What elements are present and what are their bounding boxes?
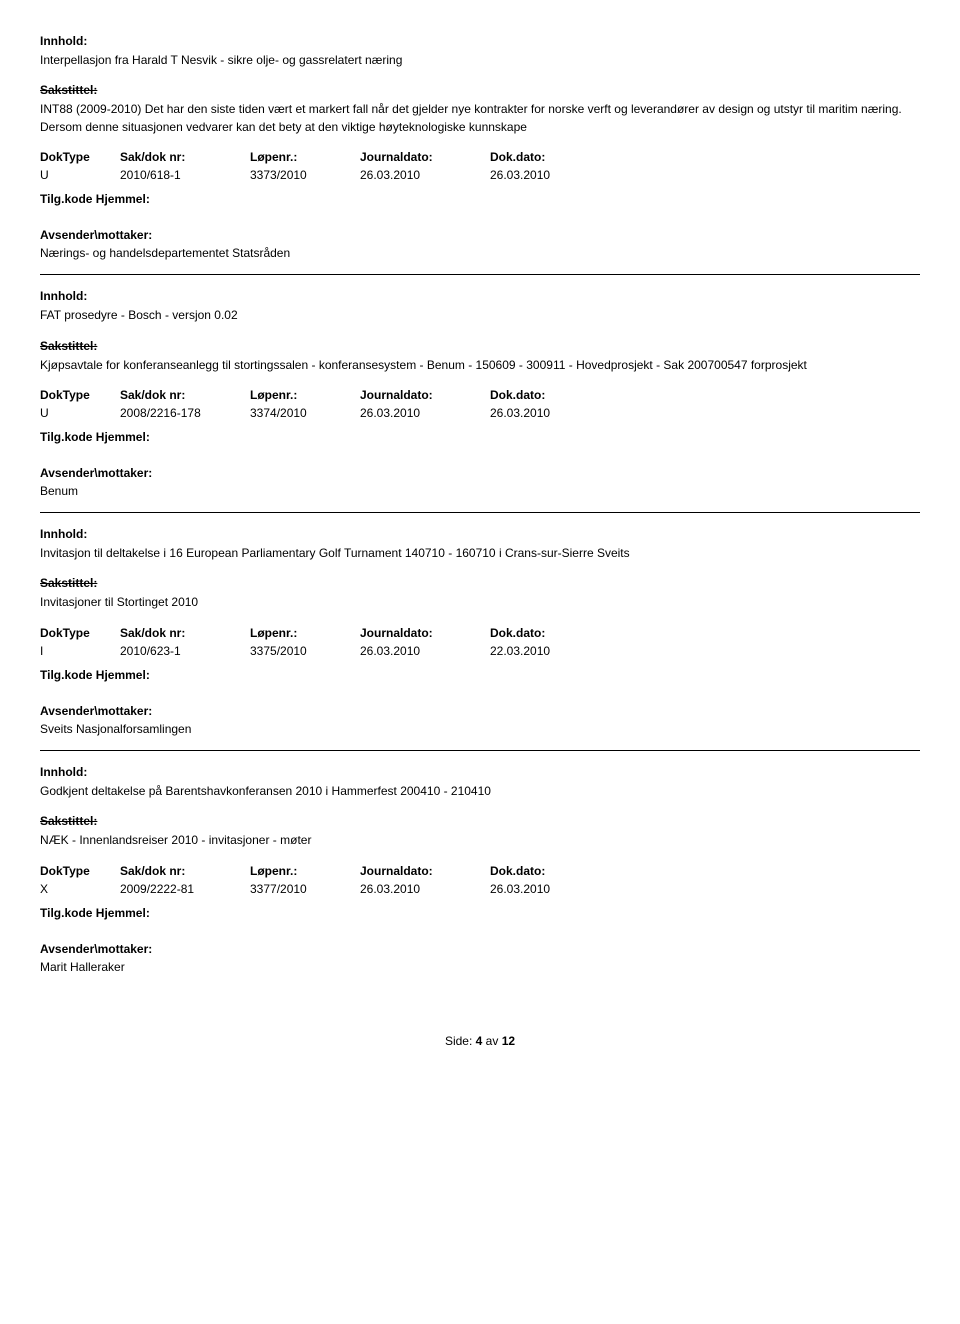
col-saknr-header: Sak/dok nr:: [120, 150, 250, 164]
journal-record: Innhold: FAT prosedyre - Bosch - versjon…: [40, 289, 920, 498]
footer-total-pages: 12: [502, 1034, 515, 1048]
col-lopenr-header: Løpenr.:: [250, 150, 360, 164]
table-header: DokType Sak/dok nr: Løpenr.: Journaldato…: [40, 864, 920, 878]
table-row: I 2010/623-1 3375/2010 26.03.2010 22.03.…: [40, 644, 920, 658]
ddato-value: 22.03.2010: [490, 644, 640, 658]
col-lopenr-header: Løpenr.:: [250, 388, 360, 402]
page-footer: Side: 4 av 12: [40, 1034, 920, 1048]
tilgkode-label: Tilg.kode: [40, 906, 92, 920]
table-row: U 2010/618-1 3373/2010 26.03.2010 26.03.…: [40, 168, 920, 182]
table-row: U 2008/2216-178 3374/2010 26.03.2010 26.…: [40, 406, 920, 420]
innhold-text: Invitasjon til deltakelse i 16 European …: [40, 545, 920, 562]
sakstittel-text: Kjøpsavtale for konferanseanlegg til sto…: [40, 357, 920, 374]
doktype-value: I: [40, 644, 120, 658]
table-header: DokType Sak/dok nr: Løpenr.: Journaldato…: [40, 150, 920, 164]
jdato-value: 26.03.2010: [360, 644, 490, 658]
hjemmel-label: Hjemmel:: [96, 668, 150, 682]
avsender-value: Sveits Nasjonalforsamlingen: [40, 722, 920, 736]
col-dokdato-header: Dok.dato:: [490, 388, 640, 402]
tilg-hjemmel-line: Tilg.kode Hjemmel:: [40, 430, 920, 444]
innhold-label: Innhold:: [40, 765, 920, 779]
col-dokdato-header: Dok.dato:: [490, 626, 640, 640]
table-row: X 2009/2222-81 3377/2010 26.03.2010 26.0…: [40, 882, 920, 896]
sakstittel-label: Sakstittel:: [40, 339, 920, 353]
doktype-value: X: [40, 882, 120, 896]
record-separator: [40, 274, 920, 275]
sakstittel-label: Sakstittel:: [40, 576, 920, 590]
col-doktype-header: DokType: [40, 150, 120, 164]
footer-of-label: av: [486, 1034, 499, 1048]
sakstittel-text: NÆK - Innenlandsreiser 2010 - invitasjon…: [40, 832, 920, 849]
innhold-label: Innhold:: [40, 34, 920, 48]
journal-record: Innhold: Invitasjon til deltakelse i 16 …: [40, 527, 920, 736]
footer-page-number: 4: [476, 1034, 483, 1048]
tilg-hjemmel-line: Tilg.kode Hjemmel:: [40, 906, 920, 920]
jdato-value: 26.03.2010: [360, 168, 490, 182]
saknr-value: 2010/623-1: [120, 644, 250, 658]
avsender-label: Avsender\mottaker:: [40, 704, 920, 718]
innhold-text: FAT prosedyre - Bosch - versjon 0.02: [40, 307, 920, 324]
lopenr-value: 3375/2010: [250, 644, 360, 658]
tilgkode-label: Tilg.kode: [40, 192, 92, 206]
journal-record: Innhold: Godkjent deltakelse på Barentsh…: [40, 765, 920, 974]
col-journaldato-header: Journaldato:: [360, 388, 490, 402]
journal-record: Innhold: Interpellasjon fra Harald T Nes…: [40, 34, 920, 260]
col-saknr-header: Sak/dok nr:: [120, 864, 250, 878]
col-journaldato-header: Journaldato:: [360, 150, 490, 164]
tilg-hjemmel-line: Tilg.kode Hjemmel:: [40, 192, 920, 206]
jdato-value: 26.03.2010: [360, 882, 490, 896]
sakstittel-label: Sakstittel:: [40, 814, 920, 828]
avsender-value: Benum: [40, 484, 920, 498]
col-lopenr-header: Løpenr.:: [250, 864, 360, 878]
saknr-value: 2009/2222-81: [120, 882, 250, 896]
col-journaldato-header: Journaldato:: [360, 864, 490, 878]
ddato-value: 26.03.2010: [490, 882, 640, 896]
sakstittel-label: Sakstittel:: [40, 83, 920, 97]
col-saknr-header: Sak/dok nr:: [120, 626, 250, 640]
footer-side-label: Side:: [445, 1034, 472, 1048]
avsender-label: Avsender\mottaker:: [40, 466, 920, 480]
lopenr-value: 3374/2010: [250, 406, 360, 420]
col-lopenr-header: Løpenr.:: [250, 626, 360, 640]
avsender-value: Marit Halleraker: [40, 960, 920, 974]
sakstittel-text: Invitasjoner til Stortinget 2010: [40, 594, 920, 611]
col-doktype-header: DokType: [40, 626, 120, 640]
ddato-value: 26.03.2010: [490, 168, 640, 182]
tilgkode-label: Tilg.kode: [40, 430, 92, 444]
saknr-value: 2008/2216-178: [120, 406, 250, 420]
table-header: DokType Sak/dok nr: Løpenr.: Journaldato…: [40, 388, 920, 402]
sakstittel-text: INT88 (2009-2010) Det har den siste tide…: [40, 101, 920, 136]
record-separator: [40, 750, 920, 751]
table-header: DokType Sak/dok nr: Løpenr.: Journaldato…: [40, 626, 920, 640]
col-saknr-header: Sak/dok nr:: [120, 388, 250, 402]
col-dokdato-header: Dok.dato:: [490, 150, 640, 164]
avsender-label: Avsender\mottaker:: [40, 942, 920, 956]
innhold-text: Godkjent deltakelse på Barentshavkonfera…: [40, 783, 920, 800]
innhold-label: Innhold:: [40, 527, 920, 541]
avsender-value: Nærings- og handelsdepartementet Statsrå…: [40, 246, 920, 260]
ddato-value: 26.03.2010: [490, 406, 640, 420]
col-doktype-header: DokType: [40, 388, 120, 402]
lopenr-value: 3377/2010: [250, 882, 360, 896]
tilgkode-label: Tilg.kode: [40, 668, 92, 682]
col-journaldato-header: Journaldato:: [360, 626, 490, 640]
col-dokdato-header: Dok.dato:: [490, 864, 640, 878]
lopenr-value: 3373/2010: [250, 168, 360, 182]
col-doktype-header: DokType: [40, 864, 120, 878]
doktype-value: U: [40, 406, 120, 420]
hjemmel-label: Hjemmel:: [96, 906, 150, 920]
hjemmel-label: Hjemmel:: [96, 192, 150, 206]
avsender-label: Avsender\mottaker:: [40, 228, 920, 242]
innhold-text: Interpellasjon fra Harald T Nesvik - sik…: [40, 52, 920, 69]
innhold-label: Innhold:: [40, 289, 920, 303]
doktype-value: U: [40, 168, 120, 182]
saknr-value: 2010/618-1: [120, 168, 250, 182]
hjemmel-label: Hjemmel:: [96, 430, 150, 444]
record-separator: [40, 512, 920, 513]
jdato-value: 26.03.2010: [360, 406, 490, 420]
tilg-hjemmel-line: Tilg.kode Hjemmel:: [40, 668, 920, 682]
